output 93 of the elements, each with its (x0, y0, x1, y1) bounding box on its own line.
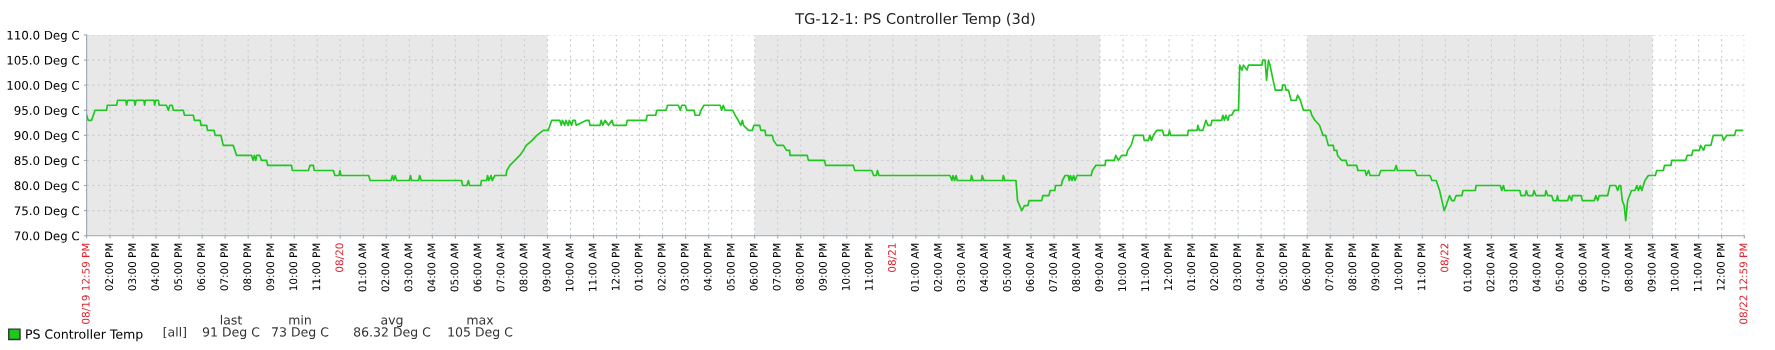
x-tick-label: 02:00 PM (657, 243, 666, 291)
x-tick-label: 02:00 AM (381, 243, 390, 292)
x-tick-label: 04:00 PM (1256, 243, 1265, 291)
y-tick-label: 85.0 Deg C (14, 156, 80, 168)
x-tick-label: 12:00 PM (611, 243, 620, 291)
x-tick-label: 05:00 AM (1555, 243, 1564, 292)
x-tick-label: 08:00 PM (1348, 243, 1357, 291)
chart-title: TG-12-1: PS Controller Temp (3d) (795, 12, 1035, 27)
text: 105 Deg C (448, 327, 513, 340)
x-tick-label: 09:00 PM (1371, 243, 1380, 291)
y-tick-label: 110.0 Deg C (7, 30, 80, 42)
x-tick-label: 03:00 PM (1233, 243, 1242, 291)
text: last (220, 314, 242, 325)
text: 91 Deg C (202, 327, 260, 340)
x-tick-label: 08/19 12:59 PM (81, 243, 91, 324)
x-tick-label: 11:00 AM (1141, 243, 1150, 291)
x-tick-label: 05:00 AM (1003, 243, 1011, 292)
x-tick-label: 06:00 PM (197, 243, 206, 291)
x-tick-label: 03:00 AM (957, 243, 965, 292)
x-tick-label: 09:00 AM (1647, 243, 1656, 292)
x-tick-label: 10:00 AM (565, 243, 574, 291)
x-tick-label: 04:00 AM (427, 243, 436, 292)
x-tick-label: 11:00 AM (588, 243, 597, 291)
text: avg (381, 317, 403, 328)
x-tick-label: 03:00 AM (404, 243, 413, 292)
x-tick-label: 10:00 AM (1670, 243, 1679, 291)
x-tick-label: 12:00 PM (1716, 243, 1725, 291)
x-tick-label: 11:00 AM (1693, 243, 1702, 291)
y-tick-label: 95.0 Deg C (14, 105, 80, 118)
x-tick-label: 12:00 PM (1164, 243, 1173, 291)
x-tick-label: 10:00 PM (289, 243, 298, 291)
text: max (467, 317, 494, 325)
x-tick-label: 02:00 AM (934, 243, 942, 292)
x-tick-label: 06:00 PM (1302, 243, 1311, 291)
x-tick-label: 05:00 PM (726, 243, 735, 291)
x-tick-label: 09:00 AM (542, 243, 551, 292)
x-tick-label: 07:00 PM (772, 243, 781, 291)
x-tick-label: 10:00 PM (841, 243, 850, 291)
x-tick-label: 08:00 PM (243, 243, 252, 291)
x-tick-label: 11:00 PM (1417, 243, 1426, 291)
x-tick-label: 01:00 PM (1187, 243, 1196, 291)
x-tick-label: 04:00 AM (980, 243, 988, 292)
x-tick-label: 05:00 PM (174, 243, 183, 291)
x-tick-label: 01:00 AM (358, 243, 367, 292)
x-tick-label: 10:00 PM (1394, 243, 1403, 291)
x-tick-label: 08/21 (887, 243, 897, 272)
y-tick-label: 105.0 Deg C (7, 55, 80, 68)
x-tick-label: 03:00 AM (1509, 243, 1518, 292)
y-tick-label: 80.0 Deg C (14, 181, 80, 193)
x-tick-label: 08:00 AM (1072, 243, 1081, 292)
x-tick-label: 03:00 PM (680, 243, 689, 291)
x-tick-label: 03:00 PM (128, 243, 137, 291)
x-tick-label: 09:00 PM (266, 243, 275, 291)
y-tick-label: 90.0 Deg C (14, 131, 80, 143)
x-tick-label: 07:00 AM (496, 243, 505, 292)
x-tick-label: 02:00 AM (1486, 243, 1495, 292)
x-tick-label: 05:00 AM (450, 243, 459, 292)
x-tick-label: 07:00 AM (1601, 243, 1610, 292)
x-tick-label: 01:00 AM (1463, 243, 1472, 292)
x-tick-label: 08:00 AM (519, 243, 528, 292)
y-tick-label: 75.0 Deg C (14, 206, 80, 218)
x-tick-label: 09:00 AM (1095, 243, 1104, 292)
x-tick-label: 08/20 (335, 243, 345, 272)
x-tick-label: 07:00 PM (220, 243, 229, 291)
x-tick-label: 04:00 PM (151, 243, 160, 291)
x-tick-label: 06:00 PM (749, 243, 758, 291)
legend-label: PS Controller Temp (26, 329, 143, 342)
x-tick-label: 08:00 AM (1624, 243, 1633, 292)
text: 86.32 Deg C (353, 327, 431, 340)
text: 73 Deg C (272, 327, 329, 340)
x-tick-label: 11:00 PM (312, 243, 321, 291)
text: [all] (163, 326, 186, 339)
x-tick-label: 08/22 (1440, 243, 1450, 272)
x-tick-label: 04:00 AM (1532, 243, 1541, 292)
x-tick-label: 02:00 PM (1210, 243, 1219, 291)
x-tick-label: 02:00 PM (105, 243, 114, 291)
text: min (289, 314, 311, 325)
y-tick-label: 100.0 Deg C (7, 80, 80, 93)
x-tick-label: 04:00 PM (703, 243, 712, 291)
x-tick-label: 06:00 AM (473, 243, 482, 292)
x-tick-label: 01:00 PM (634, 243, 643, 291)
x-tick-label: 06:00 AM (1026, 243, 1034, 292)
x-tick-label: 11:00 PM (864, 243, 873, 291)
x-tick-label: 07:00 PM (1325, 243, 1334, 291)
x-tick-label: 07:00 AM (1049, 243, 1057, 292)
x-tick-label: 06:00 AM (1578, 243, 1587, 292)
x-tick-label: 01:00 AM (910, 243, 919, 292)
x-tick-label: 08/22 12:59 PM (1739, 243, 1749, 324)
x-tick-label: 09:00 PM (818, 243, 827, 291)
x-tick-label: 05:00 PM (1279, 243, 1288, 291)
x-tick-label: 08:00 PM (795, 243, 804, 291)
x-tick-label: 10:00 AM (1118, 243, 1127, 291)
y-tick-label: 70.0 Deg C (14, 231, 80, 243)
